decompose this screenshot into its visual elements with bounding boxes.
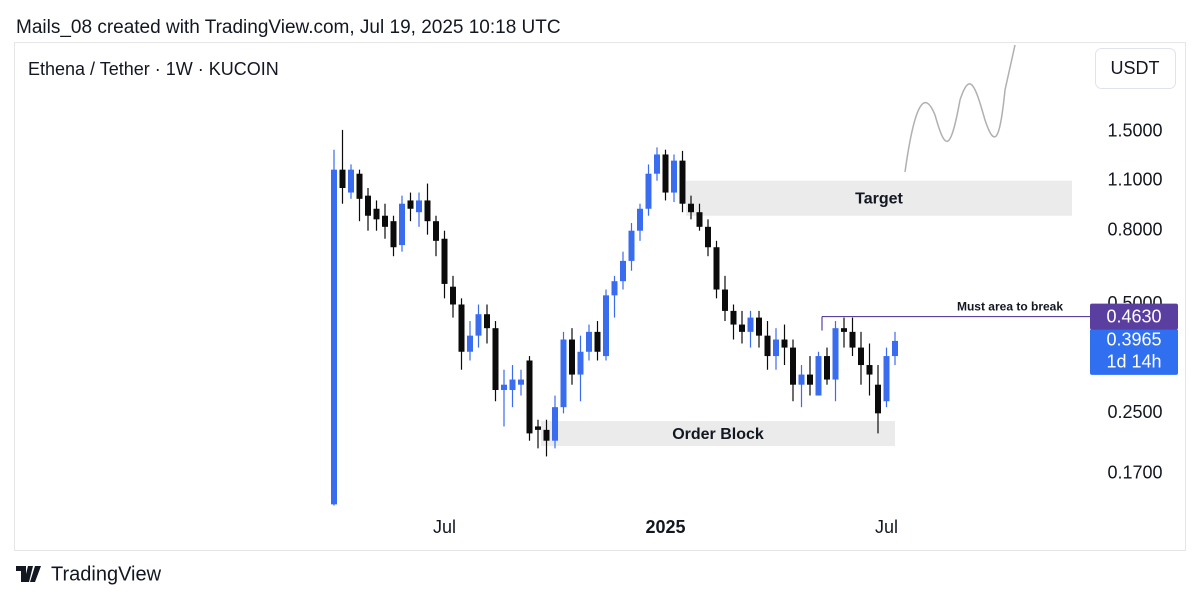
sketch-curve: [904, 44, 1016, 173]
candle-body: [390, 221, 397, 248]
candle-body: [798, 374, 805, 385]
y-tick-label: 0.1700: [1107, 463, 1162, 483]
candle-body: [866, 365, 873, 375]
candle-body: [433, 221, 439, 241]
candle-body: [543, 429, 550, 441]
candle-body: [450, 286, 456, 305]
candle-body: [373, 208, 380, 220]
logo: TradingView: [16, 563, 162, 585]
candle-body: [713, 247, 720, 290]
level-price-box: [1090, 303, 1178, 330]
x-tick-label: Jul: [433, 517, 456, 537]
candle-body: [815, 356, 822, 396]
currency: USDT: [1111, 58, 1160, 78]
candle-body: [586, 331, 592, 352]
candle-body: [628, 230, 635, 261]
candle-body: [577, 351, 584, 375]
countdown: 1d 14h: [1106, 352, 1161, 372]
candle-body: [560, 339, 567, 408]
candle-body: [841, 328, 847, 332]
candle-body: [730, 310, 737, 325]
chart-frame: [14, 42, 1186, 551]
candle-body: [781, 339, 788, 348]
candle-body: [824, 356, 830, 380]
last-price: 0.3965: [1106, 330, 1161, 350]
candle-body: [883, 356, 890, 402]
candle-body: [773, 339, 779, 357]
candle-body: [535, 426, 541, 430]
candle-body: [790, 347, 796, 385]
candle-body: [705, 226, 711, 248]
candle-body: [739, 324, 745, 332]
candle-body: [671, 160, 677, 193]
x-tick-label: 2025: [645, 517, 685, 537]
candle-body: [416, 200, 422, 213]
candle-body: [365, 195, 371, 216]
last-price-box: [1090, 328, 1178, 375]
candle-body: [467, 335, 473, 352]
candle-body: [892, 340, 898, 357]
candle-body: [407, 200, 414, 209]
candle-body: [382, 215, 388, 227]
candle-body: [645, 173, 652, 209]
candle-body: [620, 260, 626, 282]
x-tick-label: Jul: [875, 517, 898, 537]
candle-body: [679, 160, 686, 204]
level-label: Must area to break: [957, 300, 1063, 314]
candle-body: [637, 208, 643, 231]
y-tick-label: 0.8000: [1107, 219, 1162, 239]
zone: [686, 180, 1072, 216]
candle-body: [662, 154, 669, 193]
y-tick-label: 0.2500: [1107, 402, 1162, 422]
candle-body: [501, 384, 507, 391]
candle-body: [849, 331, 856, 348]
zone-label: Target: [855, 190, 903, 207]
candle-body: [492, 328, 499, 391]
candle-body: [611, 281, 618, 296]
candle-body: [339, 169, 346, 188]
candle-body: [356, 173, 363, 199]
candle-body: [399, 203, 405, 246]
candle-body: [654, 154, 660, 174]
candle-body: [475, 314, 482, 336]
candle-body: [594, 331, 601, 352]
candle-body: [875, 384, 881, 414]
candle-body: [509, 379, 516, 391]
candle-body: [424, 200, 431, 222]
candle-body: [348, 169, 354, 193]
candle-body: [458, 304, 465, 352]
candle-body: [526, 360, 533, 434]
y-tick-label: 1.5000: [1107, 121, 1162, 141]
candle-body: [696, 212, 703, 227]
candle-body: [518, 379, 524, 385]
candle-body: [569, 339, 575, 375]
candle-body: [331, 169, 337, 505]
candle-body: [756, 317, 762, 336]
candle-body: [552, 407, 558, 441]
candle-body: [807, 374, 813, 385]
zone-label: Order Block: [672, 426, 764, 443]
candle-body: [832, 328, 839, 380]
logo-text: TradingView: [51, 563, 162, 585]
y-tick-label: 1.1000: [1107, 169, 1162, 189]
zone: [541, 421, 895, 447]
candle-body: [603, 295, 609, 357]
currency-box[interactable]: [1095, 48, 1176, 89]
level-price: 0.4630: [1106, 306, 1161, 326]
candle-body: [764, 335, 771, 357]
attribution: Mails_08 created with TradingView.com, J…: [16, 17, 561, 38]
candle-body: [688, 203, 694, 213]
candle-body: [858, 347, 864, 366]
candle-body: [484, 314, 490, 329]
chart-title: Ethena / Tether · 1W · KUCOIN: [28, 59, 279, 79]
logo-mark: [16, 566, 41, 582]
candle-body: [747, 317, 754, 332]
candle-body: [441, 238, 448, 284]
candle-body: [722, 289, 728, 311]
